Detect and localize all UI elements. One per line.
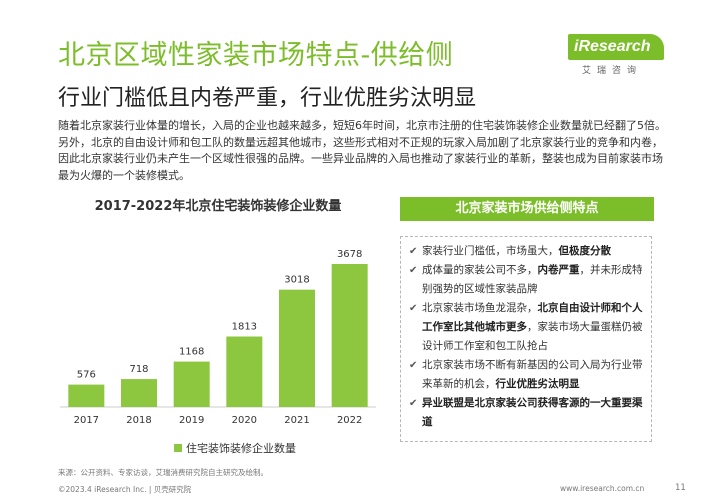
website-url: www.iresearch.com.cn [560,484,645,493]
source-note: 来源：公开资料、专家访谈，艾瑞消费研究院自主研究及绘制。 [58,468,268,477]
feature-highlight: 异业联盟是北京家装公司获得客源的一大重要渠道 [422,397,643,428]
feature-highlight: 内卷严重 [537,264,580,276]
feature-item: ✔ 家装行业门槛低，市场虽大，但极度分散 [409,242,643,261]
x-tick-2018: 2018 [126,415,151,426]
feature-text: ，并未形成特别强势的区域性家装品牌 [422,264,643,295]
features-list: ✔ 家装行业门槛低，市场虽大，但极度分散 ✔ 成体量的家装公司不多，内卷严重，并未形成… [401,237,651,432]
iresearch-logo: iResearch 艾瑞咨询 [568,34,668,78]
feature-text: 家装行业门槛低，市场虽大， [422,245,559,257]
copyright: ©2023.4 iResearch Inc. | 贝壳研究院 [58,485,192,494]
legend-swatch [174,444,182,452]
feature-item: ✔ 异业联盟是北京家装公司获得客源的一大重要渠道 [409,394,643,432]
page-number: 11 [675,483,686,493]
bar-2021 [279,289,315,407]
x-tick-2021: 2021 [284,415,309,426]
data-label-2018: 718 [129,364,148,375]
data-label-2020: 1813 [232,322,257,333]
data-label-2017: 576 [77,370,96,381]
checkmark-icon: ✔ [409,360,418,371]
feature-text: 北京家装市场不断有新基因的公司入局为行业带来革新的机会， [422,359,643,390]
logo-brand-text: iResearch [574,38,651,55]
data-label-2021: 3018 [284,275,309,286]
bar-2017 [68,384,105,407]
bar-2022 [331,264,368,407]
feature-text: 北京家装市场鱼龙混杂， [422,302,538,314]
chart-title: 2017-2022年北京住宅装饰装修企业数量 [94,199,342,214]
checkmark-icon: ✔ [409,398,418,409]
bar-2018 [121,379,157,407]
feature-item: ✔ 北京家装市场不断有新基因的公司入局为行业带来革新的机会，行业优胜劣汰明显 [409,356,643,394]
page-subtitle: 行业门槛低且内卷严重，行业优胜劣汰明显 [58,86,477,111]
logo-chinese-text: 艾瑞咨询 [582,66,643,76]
feature-item: ✔ 北京家装市场鱼龙混杂，北京自由设计师和个人工作室比其他城市更多，家装市场大量蛋… [409,299,643,356]
data-label-2019: 1168 [179,347,204,358]
bar-2019 [173,361,210,407]
feature-text: ，家装市场大量蛋糕仍被设计师工作室和包工队抢占 [422,321,643,352]
checkmark-icon: ✔ [409,265,418,276]
page-title: 北京区域性家装市场特点-供给侧 [58,40,454,71]
x-tick-2019: 2019 [179,415,204,426]
chart-legend: 住宅装饰装修企业数量 [174,440,296,456]
checkmark-icon: ✔ [409,246,418,257]
intro-paragraph: 随着北京家装行业体量的增长，入局的企业也越来越多，短短6年时间，北京市注册的住宅… [58,119,666,182]
x-tick-2017: 2017 [74,415,99,426]
feature-highlight: 但极度分散 [558,245,612,257]
feature-highlight: 北京自由设计师和个人工作室比其他城市更多 [422,302,643,333]
feature-text: 成体量的家装公司不多， [422,264,538,276]
bar-2020 [226,336,263,407]
panel-header: 北京家装市场供给侧特点 [400,197,654,221]
logo-mark: iResearch [568,34,664,60]
legend-label: 住宅装饰装修企业数量 [186,442,296,455]
x-tick-2022: 2022 [337,415,362,426]
feature-item: ✔ 成体量的家装公司不多，内卷严重，并未形成特别强势的区域性家装品牌 [409,261,643,299]
x-tick-2020: 2020 [232,415,257,426]
feature-highlight: 行业优胜劣汰明显 [495,378,580,390]
bar-chart: 576 2017 718 2018 1168 2019 1813 2020 3018 2021 36… [60,249,376,426]
features-panel: ✔ 家装行业门槛低，市场虽大，但极度分散 ✔ 成体量的家装公司不多，内卷严重，并未形成… [400,236,652,442]
checkmark-icon: ✔ [409,303,418,314]
data-label-2022: 3678 [337,249,362,260]
